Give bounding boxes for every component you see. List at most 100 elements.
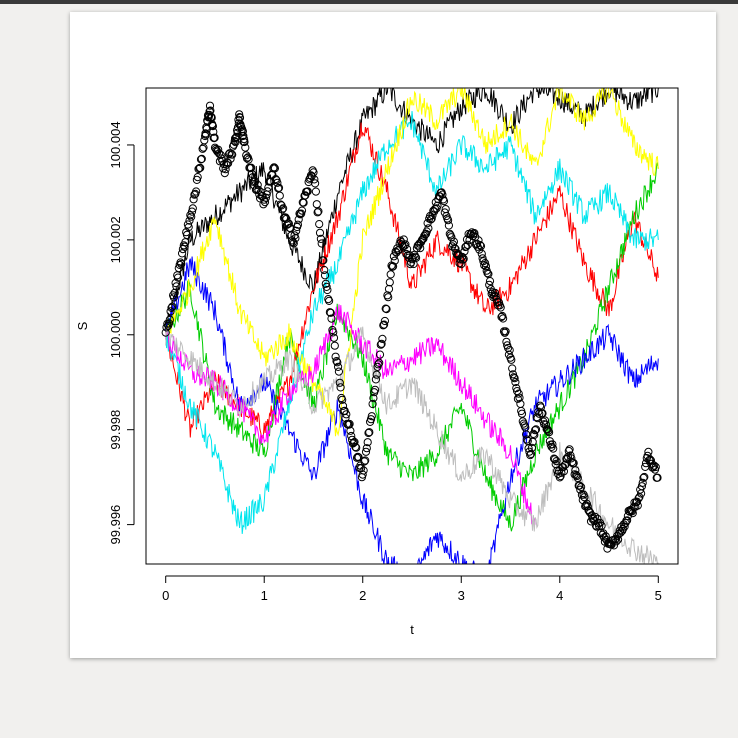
- data-point: [193, 173, 202, 182]
- data-point: [479, 257, 488, 266]
- data-point: [646, 455, 655, 464]
- data-point: [644, 447, 653, 456]
- data-point: [444, 216, 453, 225]
- data-point: [369, 394, 378, 403]
- data-point: [187, 212, 196, 221]
- data-point: [214, 145, 223, 154]
- data-point: [220, 169, 229, 178]
- data-point: [504, 343, 513, 353]
- data-point: [164, 319, 174, 328]
- data-point: [371, 385, 380, 394]
- data-point: [412, 253, 421, 262]
- data-point: [279, 204, 288, 213]
- data-point: [329, 333, 339, 342]
- data-point: [270, 164, 279, 173]
- data-point: [351, 442, 360, 452]
- data-point: [623, 516, 632, 525]
- data-point: [194, 164, 203, 174]
- data-point: [481, 259, 490, 268]
- data-point: [278, 205, 287, 214]
- data-point: [509, 373, 518, 382]
- data-point: [241, 143, 250, 152]
- data-point: [577, 482, 586, 492]
- data-point: [342, 410, 351, 419]
- data-point: [275, 191, 284, 200]
- data-point: [460, 247, 469, 256]
- data-point: [538, 409, 547, 418]
- data-point: [317, 239, 326, 248]
- data-point: [270, 163, 279, 172]
- data-point: [470, 229, 479, 238]
- data-point: [640, 472, 649, 482]
- data-point: [374, 360, 383, 369]
- data-point: [361, 447, 371, 456]
- plot-frame: [145, 87, 679, 565]
- data-point: [601, 532, 610, 541]
- data-point: [407, 258, 416, 267]
- data-point: [639, 473, 648, 482]
- data-point: [372, 370, 381, 379]
- data-point: [271, 175, 280, 184]
- data-point: [174, 264, 183, 273]
- data-point: [648, 463, 657, 472]
- data-point: [382, 305, 391, 314]
- data-point: [315, 228, 325, 237]
- data-point: [549, 454, 559, 463]
- data-point: [401, 240, 410, 249]
- data-point: [593, 514, 602, 523]
- data-point: [564, 446, 573, 456]
- data-point: [522, 435, 531, 444]
- data-point: [510, 374, 519, 383]
- data-point: [375, 350, 385, 359]
- data-point: [205, 101, 215, 110]
- data-point: [392, 248, 401, 257]
- data-point: [323, 285, 332, 295]
- data-point: [367, 412, 376, 421]
- line-chart: 0 1 2 3 4 5 99.996 99.998 100.000 100.002 100.004…: [75, 87, 679, 637]
- data-point: [210, 133, 219, 142]
- data-point: [540, 416, 550, 425]
- data-point: [411, 252, 420, 261]
- data-point: [474, 236, 483, 245]
- y-tick-label: 99.998: [108, 410, 123, 450]
- data-point: [600, 533, 609, 542]
- data-point: [377, 339, 386, 348]
- data-point: [173, 273, 183, 282]
- data-point: [242, 151, 251, 160]
- data-point: [182, 230, 192, 239]
- data-point: [511, 378, 520, 387]
- x-tick-label: 4: [556, 588, 563, 603]
- data-point: [297, 206, 307, 215]
- data-point: [161, 328, 170, 337]
- data-point: [242, 154, 252, 163]
- data-point: [588, 515, 597, 524]
- data-point: [575, 481, 584, 490]
- data-point: [476, 242, 486, 251]
- data-point: [260, 198, 270, 207]
- data-point: [458, 255, 467, 264]
- data-point: [167, 303, 176, 312]
- data-point: [336, 383, 345, 392]
- series-layer: [161, 88, 662, 564]
- data-point: [232, 132, 241, 141]
- data-point: [312, 200, 321, 209]
- data-point: [491, 292, 500, 301]
- data-point: [375, 358, 384, 367]
- data-point: [444, 221, 453, 230]
- y-axis: 99.996 99.998 100.000 100.002 100.004: [108, 121, 135, 544]
- x-tick-label: 1: [261, 588, 268, 603]
- data-point: [485, 277, 495, 286]
- series-line-1: [165, 122, 659, 439]
- data-point: [573, 473, 582, 483]
- data-point: [165, 315, 174, 324]
- data-point: [555, 473, 564, 482]
- data-point: [549, 444, 558, 453]
- data-point: [502, 337, 511, 346]
- data-point: [433, 201, 442, 210]
- data-point: [247, 169, 256, 178]
- data-point: [335, 378, 344, 387]
- data-point: [176, 258, 185, 267]
- data-point: [207, 113, 216, 122]
- data-point: [248, 173, 257, 182]
- data-point: [177, 259, 186, 269]
